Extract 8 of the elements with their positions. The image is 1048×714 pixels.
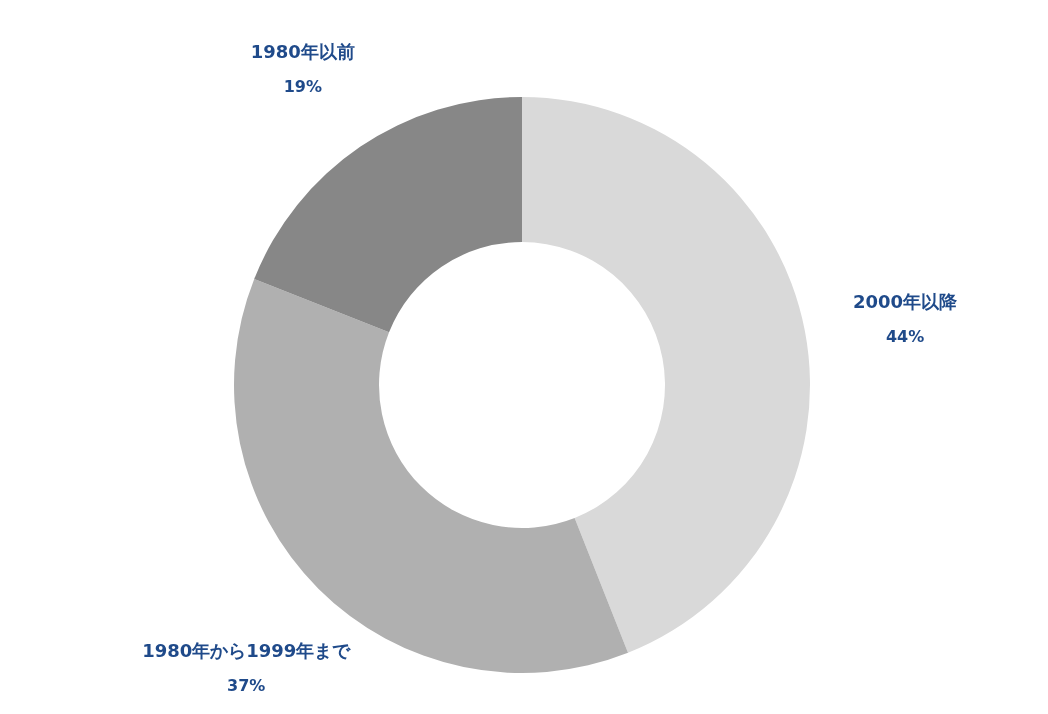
- donut-slice: [522, 97, 810, 653]
- slice-label: 1980年以前: [250, 41, 355, 63]
- donut-slice: [254, 97, 522, 333]
- slice-label: 1980年から1999年まで: [142, 639, 352, 661]
- data-label: 19%: [283, 77, 322, 97]
- data-label: 37%: [227, 675, 266, 695]
- slice-label: 2000年以降: [853, 290, 959, 312]
- data-label: 44%: [885, 326, 925, 346]
